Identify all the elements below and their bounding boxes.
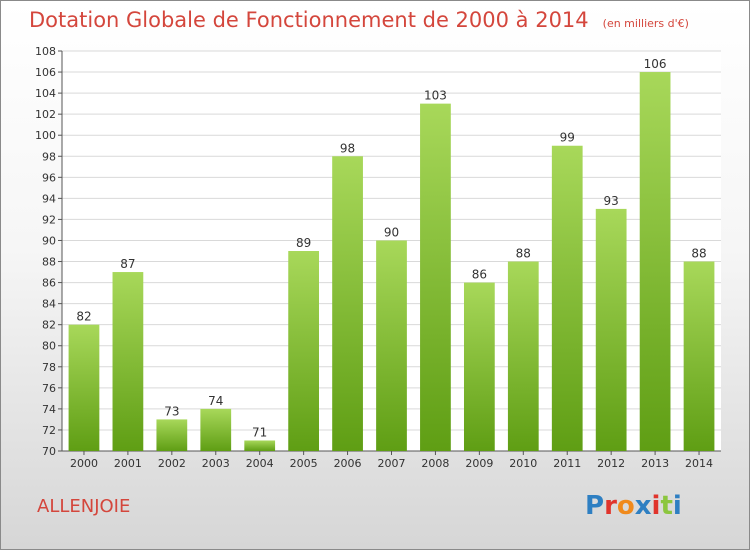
bar-value-label: 88	[516, 247, 531, 261]
x-tick-label: 2004	[246, 457, 274, 470]
chart-title: Dotation Globale de Fonctionnement de 20…	[29, 8, 689, 32]
y-tick-label: 82	[42, 319, 56, 332]
y-tick-label: 98	[42, 150, 56, 163]
x-tick-label: 2013	[641, 457, 669, 470]
bar-value-label: 74	[208, 394, 223, 408]
bar-value-label: 103	[424, 89, 447, 103]
x-tick-label: 2002	[158, 457, 186, 470]
y-tick-label: 96	[42, 171, 56, 184]
y-tick-label: 88	[42, 256, 56, 269]
bar-value-label: 86	[472, 268, 487, 282]
bar-value-label: 93	[604, 194, 619, 208]
y-tick-label: 108	[35, 45, 56, 58]
y-tick-label: 94	[42, 192, 56, 205]
x-tick-label: 2014	[685, 457, 713, 470]
x-tick-label: 2005	[290, 457, 318, 470]
bar-2008	[420, 103, 451, 451]
bar-2007	[376, 240, 407, 451]
bar-value-label: 99	[560, 131, 575, 145]
x-tick-label: 2001	[114, 457, 142, 470]
y-tick-label: 90	[42, 234, 56, 247]
bar-value-label: 82	[76, 310, 91, 324]
y-tick-label: 92	[42, 213, 56, 226]
y-tick-label: 70	[42, 445, 56, 458]
x-tick-label: 2008	[421, 457, 449, 470]
commune-name: ALLENJOIE	[37, 496, 131, 517]
bar-value-label: 98	[340, 141, 355, 155]
bar-value-label: 90	[384, 225, 399, 239]
bar-value-label: 73	[164, 404, 179, 418]
bar-value-label: 106	[644, 57, 667, 71]
y-tick-label: 80	[42, 340, 56, 353]
bar-2014	[683, 261, 715, 451]
x-tick-label: 2006	[334, 457, 362, 470]
logo-letter: i	[672, 491, 682, 521]
x-tick-label: 2007	[378, 457, 406, 470]
y-tick-label: 104	[35, 87, 56, 100]
bar-2010	[507, 261, 539, 451]
chart-title-text: Dotation Globale de Fonctionnement de 20…	[29, 8, 589, 32]
bar-2009	[463, 282, 495, 451]
y-tick-label: 78	[42, 361, 56, 374]
bar-value-label: 88	[691, 247, 706, 261]
bar-value-label: 89	[296, 236, 311, 250]
logo-letter: o	[616, 491, 635, 521]
bar-value-label: 87	[120, 257, 135, 271]
x-tick-label: 2003	[202, 457, 230, 470]
bar-2001	[112, 272, 144, 451]
logo-letter: x	[634, 491, 652, 521]
bar-2003	[200, 408, 232, 451]
y-tick-label: 72	[42, 424, 56, 437]
x-tick-label: 2011	[553, 457, 581, 470]
bar-2013	[639, 72, 671, 451]
y-tick-label: 76	[42, 382, 56, 395]
logo-letter: r	[604, 491, 617, 521]
x-tick-label: 2010	[509, 457, 537, 470]
y-tick-label: 74	[42, 403, 56, 416]
y-tick-label: 86	[42, 277, 56, 290]
x-tick-label: 2000	[70, 457, 98, 470]
bar-2006	[332, 156, 363, 451]
x-tick-label: 2009	[465, 457, 493, 470]
bar-2012	[595, 208, 627, 451]
x-tick-label: 2012	[597, 457, 625, 470]
logo-letter: t	[660, 491, 673, 521]
proxiti-logo: Proxiti	[585, 491, 682, 521]
bar-value-label: 71	[252, 425, 267, 439]
bar-2002	[156, 419, 188, 451]
logo-letter: P	[585, 491, 605, 521]
y-tick-label: 106	[35, 66, 56, 79]
logo-letter: i	[651, 491, 661, 521]
y-tick-label: 100	[35, 129, 56, 142]
chart-unit: (en milliers d'€)	[602, 17, 689, 30]
bar-2011	[551, 145, 583, 451]
bar-2005	[288, 251, 320, 451]
y-tick-label: 84	[42, 298, 56, 311]
bar-2004	[244, 440, 276, 451]
y-tick-label: 102	[35, 108, 56, 121]
bar-2000	[68, 324, 100, 451]
